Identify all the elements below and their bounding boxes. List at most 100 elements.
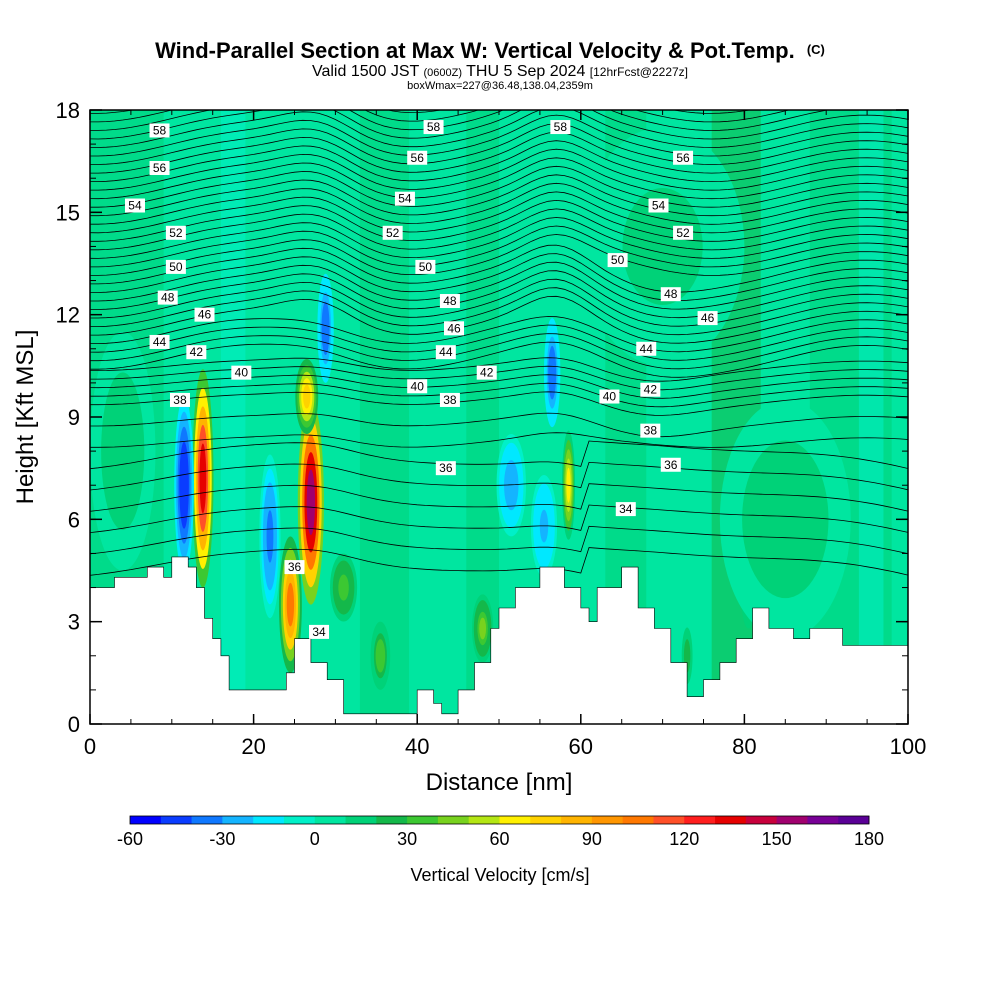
x-tick-label: 80: [732, 734, 756, 759]
colorbar-swatch: [653, 816, 685, 824]
svg-text:58: 58: [153, 123, 167, 137]
theta-label: 36: [660, 457, 681, 472]
theta-label: 56: [407, 150, 428, 165]
velocity-cell: [174, 396, 194, 574]
theta-contours: [90, 110, 908, 576]
velocity-cells: [90, 127, 851, 690]
x-tick-label: 100: [890, 734, 927, 759]
theta-label: 56: [149, 160, 170, 175]
theta-label: 36: [284, 560, 305, 575]
theta-contour: [90, 110, 908, 140]
velocity-cell: [192, 369, 214, 588]
colorbar-swatch: [345, 816, 377, 824]
svg-text:36: 36: [439, 461, 453, 475]
svg-text:46: 46: [447, 321, 461, 335]
theta-contour: [90, 324, 908, 361]
svg-text:58: 58: [427, 120, 441, 134]
colorbar-label: Vertical Velocity [cm/s]: [410, 865, 589, 885]
theta-contour: [90, 391, 908, 416]
title-mark: (C): [807, 42, 825, 57]
svg-text:38: 38: [173, 393, 187, 407]
colorbar-swatch: [130, 816, 162, 824]
svg-text:52: 52: [676, 226, 690, 240]
theta-label: 38: [640, 423, 661, 438]
svg-text:58: 58: [554, 120, 568, 134]
subtitle-valid: Valid 1500 JST: [312, 63, 423, 80]
colorbar-swatch: [499, 816, 531, 824]
y-axis-label: Height [Kft MSL]: [12, 330, 39, 505]
svg-text:50: 50: [169, 260, 183, 274]
theta-contour: [90, 234, 908, 276]
y-tick-label: 9: [68, 405, 80, 430]
theta-contour: [90, 157, 908, 200]
theta-contour: [90, 208, 908, 251]
velocity-cell: [543, 318, 561, 428]
colorbar-swatch: [314, 816, 346, 824]
colorbar-tick-label: 120: [669, 829, 699, 849]
theta-contour: [90, 525, 908, 555]
colorbar-tick-label: 90: [582, 829, 602, 849]
subtitle-boxwmax: boxWmax=227@36.48,138.04,2359m: [407, 80, 593, 92]
theta-contour: [90, 504, 908, 533]
theta-label: 56: [673, 150, 694, 165]
colorbar-swatch: [591, 816, 624, 824]
subtitle-date: THU 5 Sep 2024: [462, 63, 590, 80]
theta-contour: [90, 295, 908, 344]
theta-contour: [90, 483, 908, 512]
theta-label: 54: [648, 198, 669, 213]
svg-text:38: 38: [443, 393, 457, 407]
colorbar-swatch: [684, 816, 716, 824]
theta-contour: [90, 114, 908, 157]
svg-text:36: 36: [288, 560, 302, 574]
svg-text:46: 46: [701, 311, 715, 325]
velocity-cell: [472, 594, 494, 663]
theta-label: 42: [640, 382, 661, 397]
colorbar-tick-label: 30: [397, 829, 417, 849]
theta-contour: [90, 148, 908, 191]
velocity-cell: [317, 273, 334, 383]
colorbar-swatch: [715, 816, 747, 824]
colorbar-swatch: [561, 816, 593, 824]
theta-label: 46: [194, 307, 215, 322]
theta-contour: [90, 261, 908, 310]
colorbar-swatch: [622, 816, 654, 824]
colorbar-swatch: [191, 816, 223, 824]
theta-label: 58: [550, 120, 571, 135]
theta-label: 44: [149, 334, 170, 349]
colorbar-swatch: [283, 816, 316, 824]
y-tick-label: 3: [68, 610, 80, 635]
theta-contour: [90, 547, 908, 576]
plot-area: 58 58 58 56 56 56 54 54 54 52 52 52 50 50 50 48 48 48 46 46…: [90, 110, 908, 724]
colorbar-swatch: [222, 816, 254, 824]
velocity-cell: [295, 359, 319, 435]
svg-text:42: 42: [644, 383, 658, 397]
terrain-mask: [90, 556, 908, 724]
theta-label: 48: [660, 287, 681, 302]
theta-label: 42: [186, 345, 207, 360]
chart-title: Wind-Parallel Section at Max W: Vertical…: [155, 38, 825, 63]
svg-text:38: 38: [644, 424, 658, 438]
theta-contour: [90, 253, 908, 302]
theta-contour: [90, 131, 908, 174]
y-tick-label: 15: [56, 200, 80, 225]
theta-contour: [90, 461, 908, 491]
y-tick-label: 12: [56, 303, 80, 328]
svg-text:54: 54: [128, 199, 142, 213]
x-tick-label: 0: [84, 734, 96, 759]
svg-text:50: 50: [611, 253, 625, 267]
svg-text:44: 44: [640, 342, 654, 356]
theta-label: 52: [165, 225, 186, 240]
velocity-cell: [90, 331, 156, 571]
theta-contour: [90, 110, 908, 148]
theta-contour: [90, 123, 908, 166]
theta-contour: [90, 278, 908, 327]
theta-label: 44: [435, 345, 456, 360]
theta-contour: [90, 182, 908, 225]
colorbar: -60 -30 0 30 60 90 120 150 180: [117, 815, 884, 849]
theta-contour: [90, 199, 908, 242]
theta-label: 54: [394, 191, 415, 206]
theta-label: 50: [165, 259, 186, 274]
colorbar-tick-label: 180: [854, 829, 884, 849]
theta-label: 58: [149, 123, 170, 138]
